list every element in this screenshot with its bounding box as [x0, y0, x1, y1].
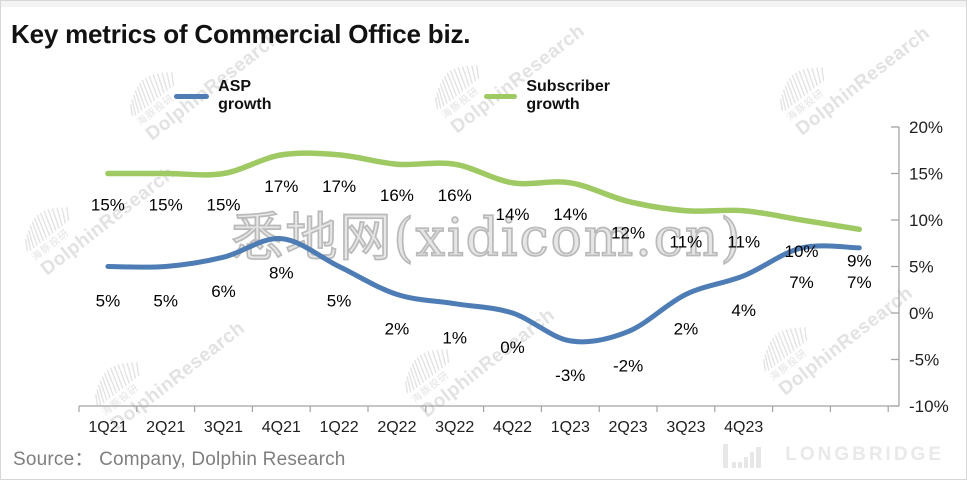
subscriber-growth-data-label: 17% [264, 177, 298, 196]
x-tick-label: 2Q22 [377, 419, 416, 436]
y-tick-label: 0% [909, 304, 934, 323]
subscriber-growth-data-label: 11% [670, 233, 703, 252]
x-tick-label: 1Q21 [88, 419, 127, 436]
subscriber-growth-data-label: 10% [784, 242, 818, 261]
subscriber-growth-data-label: 9% [847, 251, 872, 270]
x-tick-label: 2Q21 [146, 419, 185, 436]
x-tick-label: 3Q23 [666, 419, 705, 436]
x-tick-label: 4Q21 [262, 419, 301, 436]
asp-growth-line-swatch [174, 93, 210, 99]
longbridge-bars-icon [723, 444, 762, 468]
x-tick-label: 2Q23 [609, 419, 648, 436]
subscriber-growth-data-label: 14% [495, 205, 529, 224]
legend-label-asp-growth: ASP growth [218, 78, 272, 113]
asp-growth-line [105, 236, 862, 345]
asp-growth-data-label: 4% [731, 301, 756, 320]
subscriber-growth-data-label: 14% [553, 205, 587, 224]
y-tick-label: 10% [909, 211, 943, 230]
longbridge-wordmark: LONGBRIDGE [785, 444, 944, 465]
subscriber-growth-data-label: 17% [322, 177, 356, 196]
subscriber-growth-data-label: 16% [438, 186, 472, 205]
asp-growth-data-label: -3% [555, 366, 585, 385]
subscriber-growth-data-label: 16% [380, 186, 414, 205]
asp-growth-data-label: 7% [847, 273, 872, 292]
x-tick-label: 1Q23 [551, 419, 590, 436]
asp-growth-data-label: 5% [96, 292, 121, 311]
x-tick-label: 4Q23 [724, 419, 763, 436]
subscriber-growth-data-label: 12% [611, 223, 645, 242]
subscriber-growth-line [105, 150, 863, 233]
subscriber-growth-data-label: 15% [206, 196, 240, 215]
asp-growth-data-label: 5% [153, 292, 178, 311]
center-watermark: 悉地网(xidicom.cn) [230, 208, 743, 270]
x-tick-label: 3Q22 [435, 419, 474, 436]
x-tick-label: 3Q21 [204, 419, 243, 436]
x-tick-label: 4Q22 [493, 419, 532, 436]
y-tick-label: 15% [909, 165, 943, 184]
legend-item-asp-growth: ASP growth [174, 78, 284, 114]
y-tick-label: 5% [909, 258, 934, 277]
asp-growth-data-label: 6% [211, 282, 236, 301]
asp-growth-data-label: 1% [442, 329, 467, 348]
longbridge-logo: LONGBRIDGE [723, 442, 944, 468]
y-tick-label: -5% [909, 351, 939, 370]
y-tick-label: -10% [909, 397, 949, 416]
asp-growth-data-label: 8% [269, 264, 294, 283]
y-tick-label: 20% [909, 118, 943, 137]
x-tick-label: 1Q22 [320, 419, 359, 436]
asp-growth-data-label: 0% [500, 338, 525, 357]
subscriber-growth-line-swatch [484, 93, 518, 99]
legend-label-subscriber-growth: Subscriber growth [526, 78, 610, 113]
legend-item-subscriber-growth: Subscriber growth [484, 78, 625, 114]
source-note: Source： Company, Dolphin Research [13, 449, 346, 470]
asp-growth-data-label: -2% [613, 357, 643, 376]
asp-growth-data-label: 7% [789, 273, 814, 292]
subscriber-growth-data-label: 11% [727, 233, 760, 252]
top-strip [1, 1, 966, 7]
asp-growth-data-label: 2% [385, 319, 410, 338]
asp-growth-data-label: 5% [327, 292, 352, 311]
chart-title: Key metrics of Commercial Office biz. [11, 19, 471, 49]
subscriber-growth-data-label: 15% [149, 196, 183, 215]
asp-growth-data-label: 2% [674, 319, 699, 338]
subscriber-growth-data-label: 15% [91, 196, 125, 215]
